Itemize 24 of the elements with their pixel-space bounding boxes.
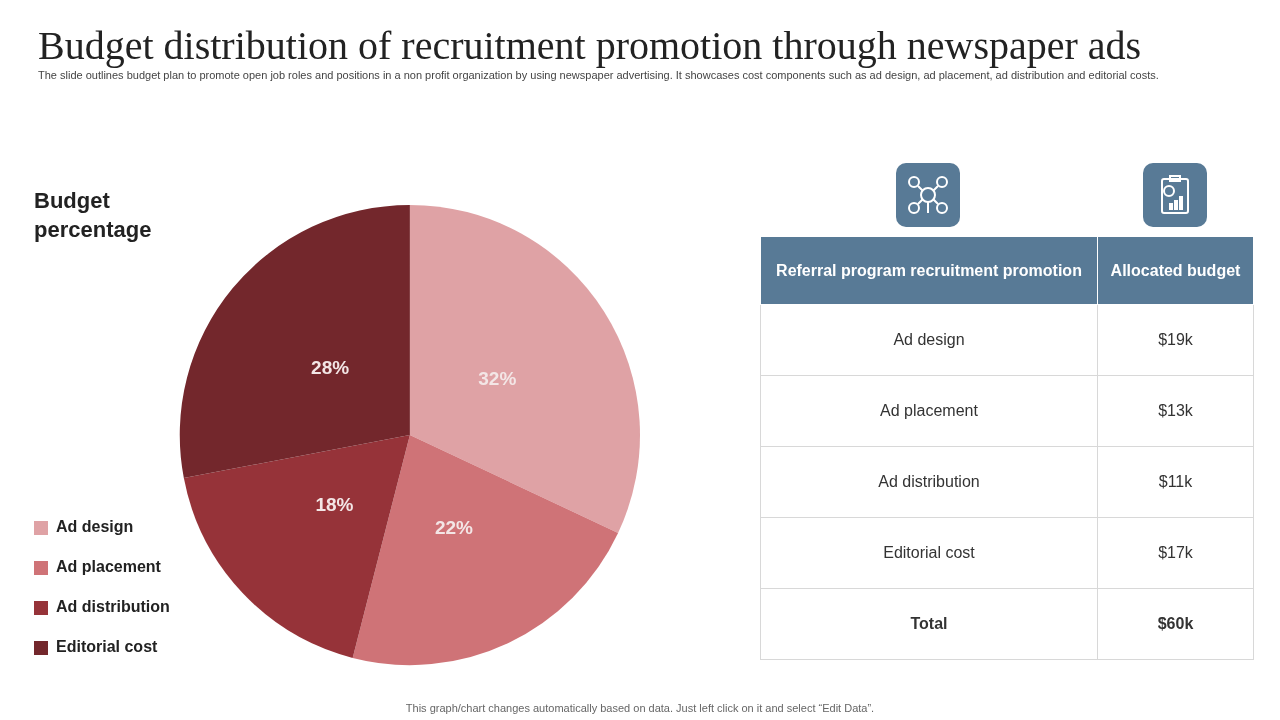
category-label: Ad distribution bbox=[760, 446, 1098, 518]
data-label: 18% bbox=[315, 494, 354, 516]
text: $19k bbox=[1158, 331, 1193, 348]
data-label: 28% bbox=[311, 357, 350, 379]
legend-label: Ad placement bbox=[56, 558, 162, 576]
text: Allocated budget bbox=[1097, 236, 1254, 305]
legend-label: Editorial cost bbox=[56, 638, 159, 656]
text: This graph/chart changes automatically based on data. Just left click on it and select “Edit Data”. bbox=[404, 702, 876, 714]
data-label: 22% bbox=[434, 516, 474, 538]
category-label: Ad design bbox=[760, 304, 1098, 376]
category-label: Ad placement bbox=[760, 375, 1098, 447]
legend-label: Ad distribution bbox=[56, 598, 170, 616]
legend-label: Ad design bbox=[56, 518, 134, 536]
text: $17k bbox=[1158, 544, 1193, 561]
text: $11k bbox=[1158, 473, 1193, 490]
category-label: Editorial cost bbox=[760, 517, 1098, 589]
category-label: Total bbox=[760, 588, 1098, 660]
text: $60k bbox=[1157, 615, 1194, 632]
text: Referral program recruitment promotion bbox=[760, 236, 1098, 305]
data-label: 32% bbox=[478, 367, 517, 389]
legend-title: Budget percentage bbox=[34, 187, 153, 244]
chart-subtitle: The slide outlines budget plan to promote open job roles and positions in a non profit organization by using newspaper advertising. It showcases cost components such as ad design, ad placement, ad distribution and editorial costs. bbox=[38, 68, 1160, 82]
text: $13k bbox=[1158, 402, 1193, 419]
chart-title: Budget distribution of recruitment promotion through newspaper ads bbox=[38, 22, 1142, 69]
